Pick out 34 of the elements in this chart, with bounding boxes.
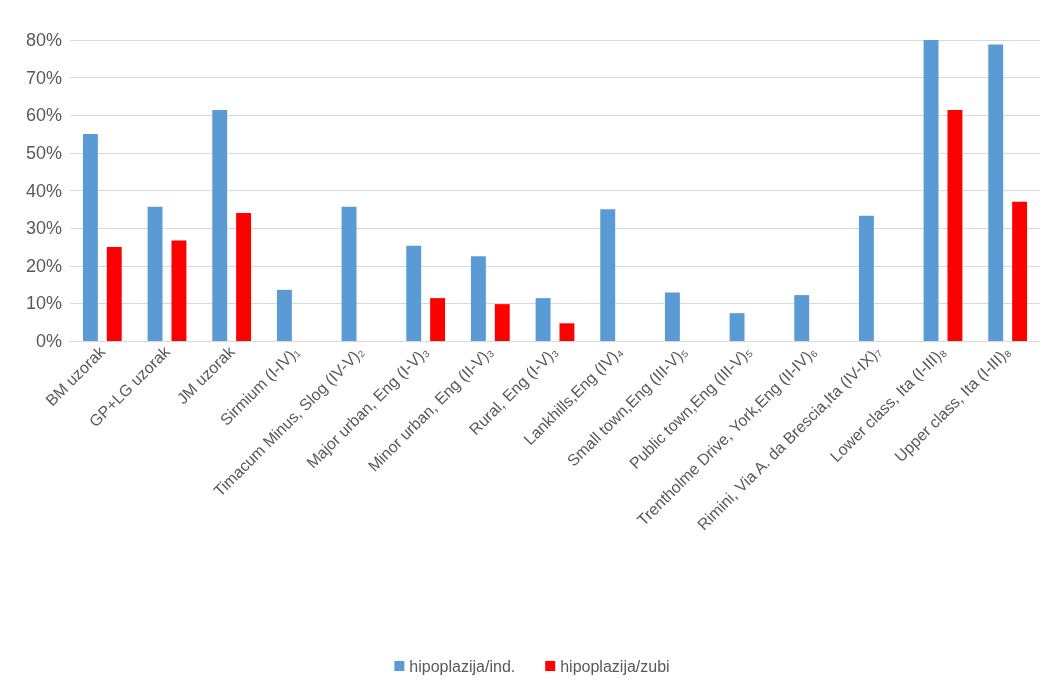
- bar: [236, 213, 252, 341]
- y-tick-label: 0%: [35, 331, 62, 351]
- bar: [82, 134, 98, 341]
- bar: [212, 109, 228, 341]
- bar: [494, 304, 510, 341]
- bar: [430, 298, 446, 341]
- y-tick-label: 40%: [25, 180, 62, 201]
- legend-label: hipoplazija/zubi: [560, 657, 670, 675]
- bar: [106, 246, 122, 341]
- bar: [341, 206, 357, 341]
- bar: [1012, 201, 1028, 341]
- bar: [729, 313, 745, 341]
- bar: [664, 292, 680, 341]
- y-tick-label: 30%: [25, 218, 62, 239]
- bar: [988, 44, 1004, 341]
- y-tick-label: 10%: [25, 293, 62, 314]
- bar: [794, 295, 810, 341]
- bar: [406, 245, 422, 341]
- bar: [600, 209, 616, 341]
- bar: [535, 298, 551, 341]
- bar: [171, 240, 187, 341]
- bar: [947, 109, 963, 341]
- legend-label: hipoplazija/ind.: [409, 657, 516, 675]
- y-tick-label: 80%: [25, 30, 62, 50]
- bar: [923, 40, 939, 341]
- bar: [858, 215, 874, 341]
- y-tick-label: 20%: [25, 255, 62, 276]
- y-tick-label: 60%: [25, 105, 62, 126]
- bar: [559, 323, 575, 341]
- bar: [470, 256, 486, 341]
- y-tick-label: 70%: [25, 67, 62, 88]
- bar: [147, 206, 163, 341]
- y-tick-label: 50%: [25, 142, 62, 163]
- bar: [276, 289, 292, 341]
